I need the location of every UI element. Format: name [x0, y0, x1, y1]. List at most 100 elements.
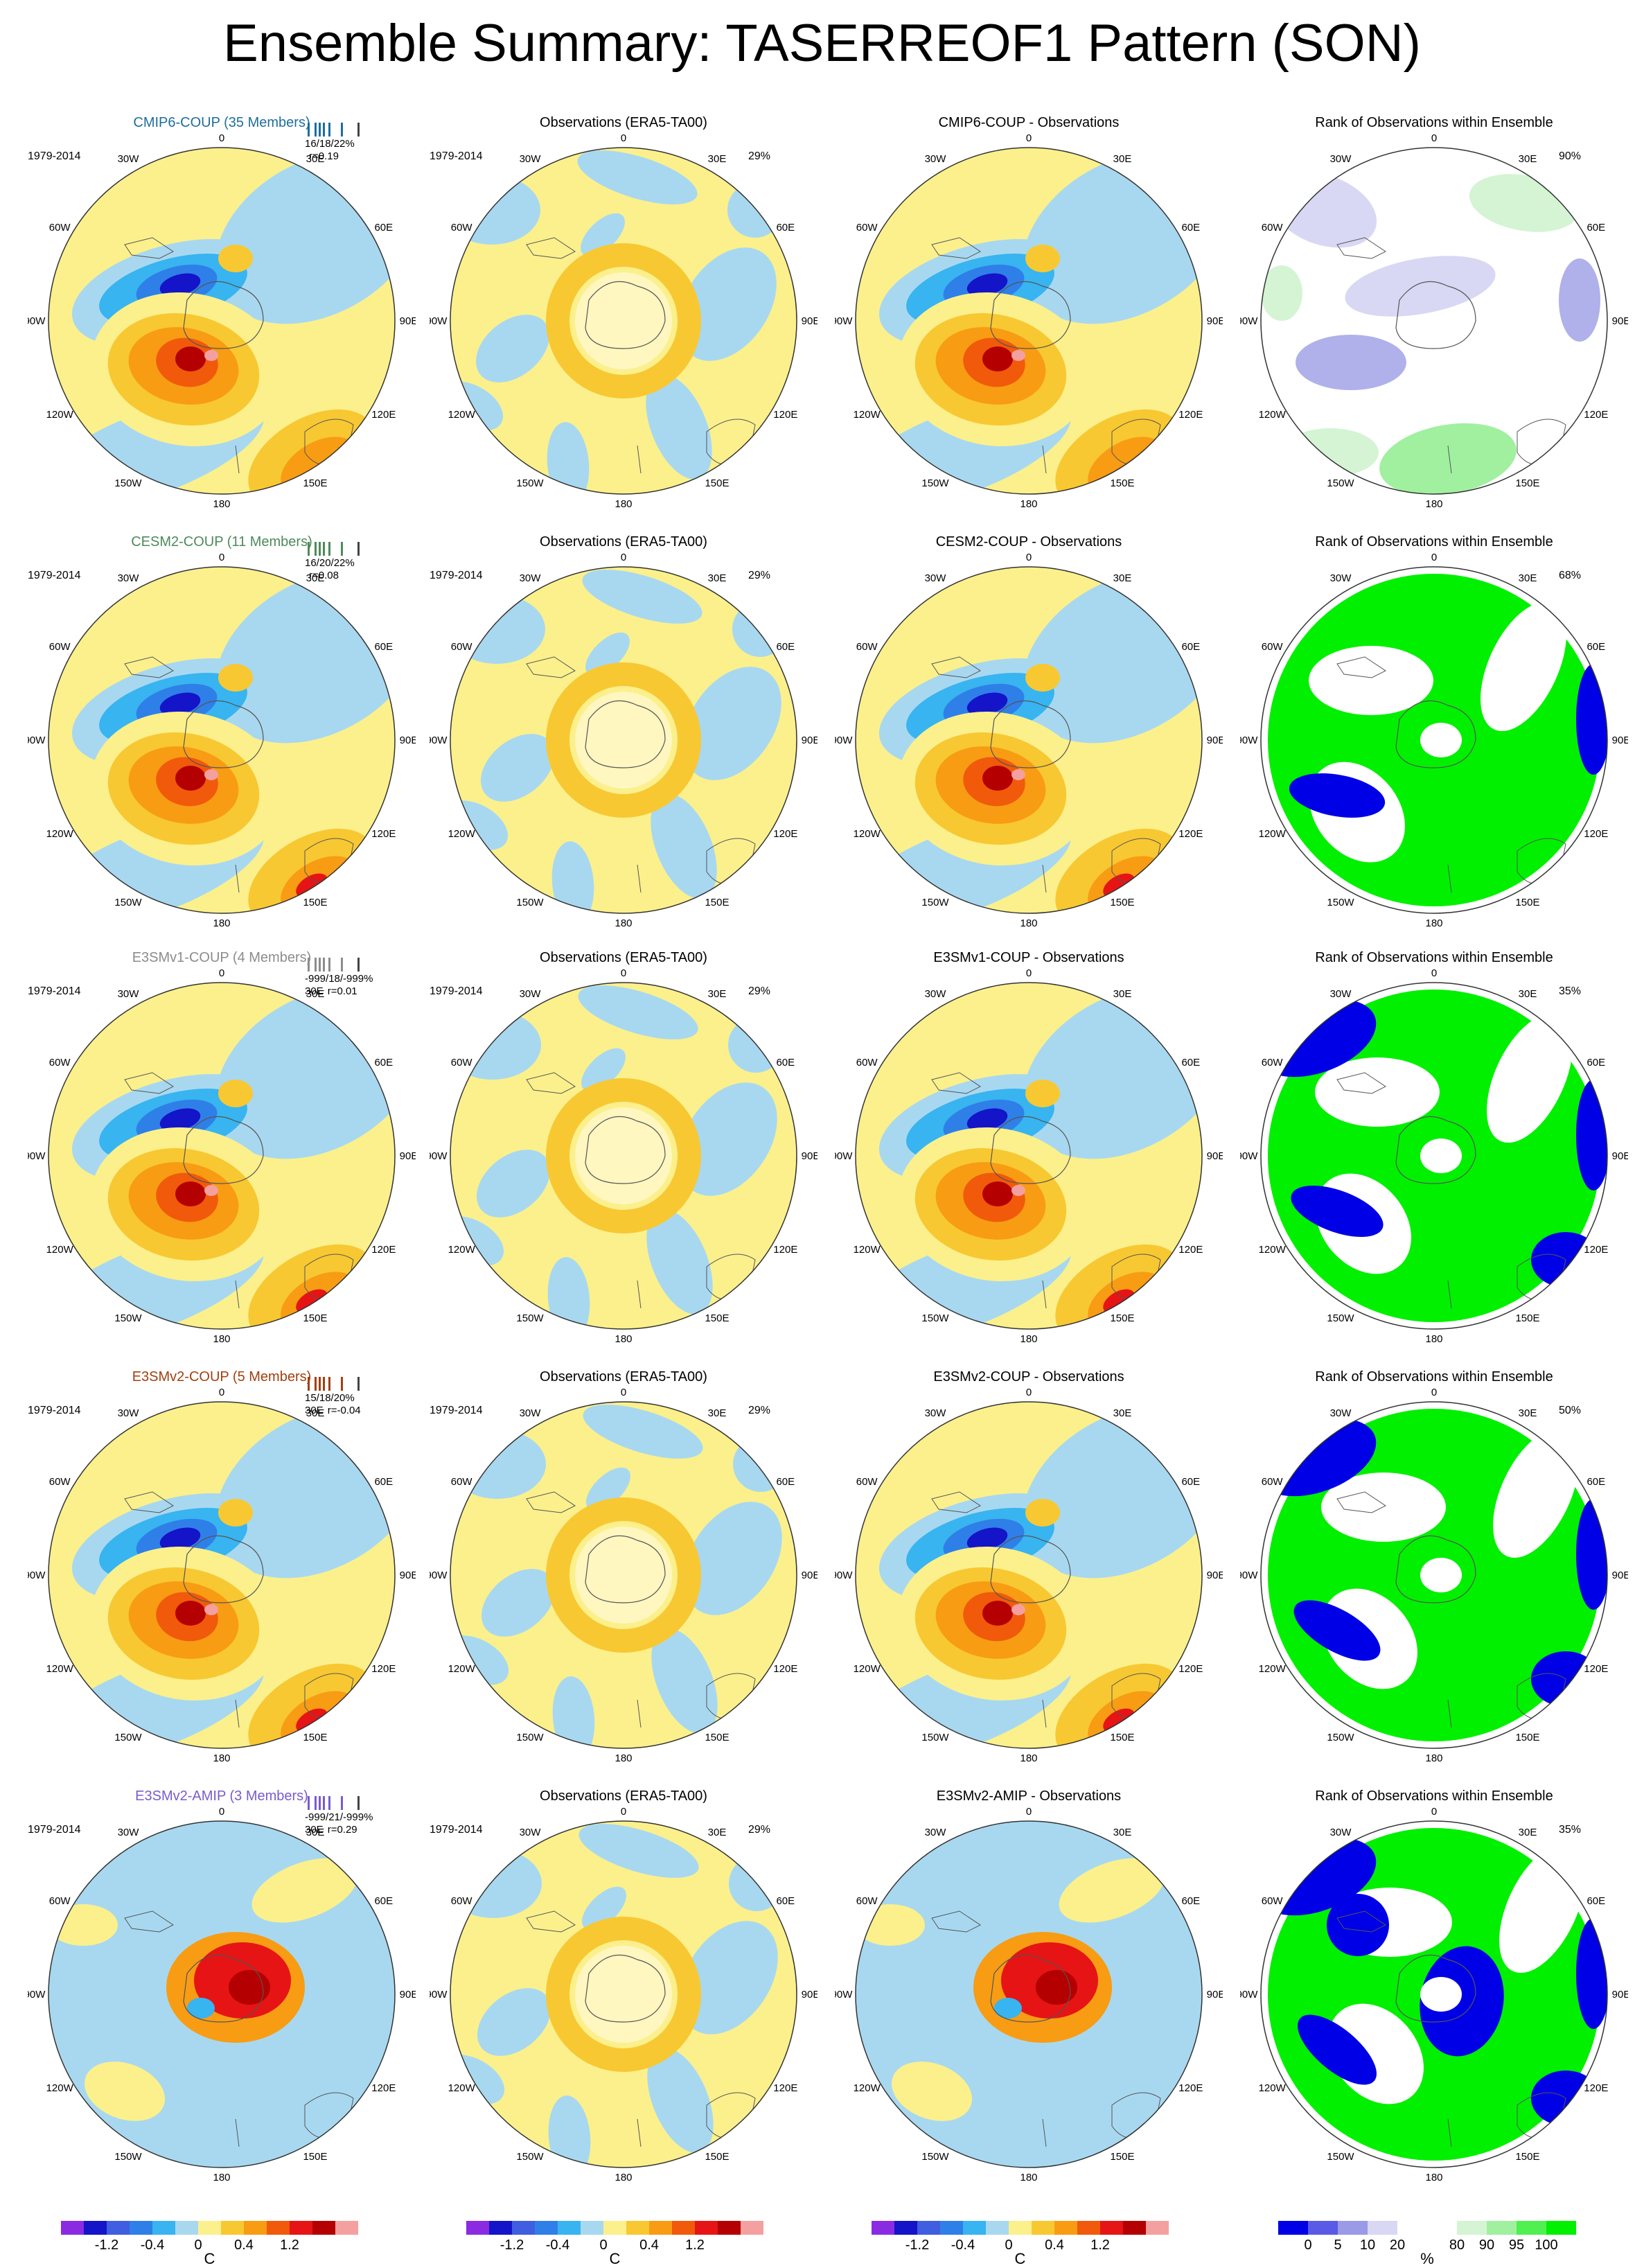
longitude-label: 90E: [1207, 1150, 1223, 1162]
longitude-label: 120E: [1584, 1244, 1608, 1256]
colorbar-cell: [872, 2221, 894, 2235]
longitude-label: 90W: [430, 1570, 448, 1581]
contour-region: [651, 793, 717, 899]
member-tick: [319, 542, 321, 556]
longitude-label: 120E: [1584, 409, 1608, 421]
longitude-label: 90E: [1612, 315, 1628, 327]
colorbar-cell: [1100, 2221, 1123, 2235]
longitude-label: 120E: [1178, 1244, 1203, 1256]
model-panel: E3SMv2-COUP (5 Members) 1979-2014 15/18/20…: [28, 1369, 416, 1784]
panel-title: CMIP6-COUP (35 Members): [133, 115, 310, 130]
longitude-label: 30W: [925, 1827, 947, 1838]
longitude-label: 90W: [835, 315, 853, 327]
map-boundary: [855, 1401, 1203, 1749]
contour-region: [1011, 1604, 1025, 1615]
contour-region: [582, 1886, 626, 1931]
longitude-label: 60W: [49, 641, 71, 653]
longitude-label: 120W: [448, 409, 476, 421]
percent-label: 29%: [748, 1405, 771, 1416]
polar-map: 0 30E 60E 90E 120E 150E 180 150W 120W 90W 60W 30W: [835, 132, 1223, 510]
longitude-label: 0: [219, 967, 224, 979]
polar-map: 0 30E 60E 90E 120E 150E 180 150W 120W 90W 60W 30W: [1240, 552, 1628, 929]
longitude-label: 60W: [856, 641, 878, 653]
longitude-label: 150E: [303, 897, 327, 908]
colorbar-cell: [1123, 2221, 1146, 2235]
longitude-label: 90W: [1240, 1150, 1258, 1162]
member-tick: [308, 542, 310, 556]
member-tick: [308, 958, 310, 972]
longitude-label: 60E: [1586, 222, 1605, 234]
longitude-label: 60W: [451, 1057, 473, 1069]
stats-line-1: 16/20/22%: [305, 557, 355, 569]
longitude-label: 90W: [1240, 1989, 1258, 2001]
panel-title: Rank of Observations within Ensemble: [1315, 115, 1553, 130]
antarctica-coastline: [585, 281, 666, 349]
longitude-label: 150W: [114, 477, 142, 489]
panel-title: E3SMv2-COUP (5 Members): [132, 1369, 312, 1384]
colorbar-cell: [130, 2221, 152, 2235]
stats-line-1: -999/18/-999%: [305, 973, 373, 985]
map-boundary: [48, 982, 396, 1330]
longitude-label: 120W: [1259, 2082, 1287, 2094]
longitude-label: 150W: [921, 1312, 949, 1324]
colorbar-cell: [1457, 2221, 1487, 2235]
orange-ring: [546, 1497, 701, 1653]
colorbar-cell: [741, 2221, 763, 2235]
member-tick: [319, 1377, 321, 1391]
contour-region: [481, 734, 554, 802]
contour-region: [856, 1904, 925, 1946]
rank-panel: Rank of Observations within Ensemble 50% 0…: [1240, 1369, 1628, 1784]
longitude-label: 120W: [46, 1244, 74, 1256]
colorbar-unit: C: [204, 2250, 215, 2267]
orange-ring: [546, 1917, 701, 2072]
longitude-label: 30W: [925, 572, 947, 584]
longitude-label: 30E: [708, 572, 727, 584]
longitude-label: 30W: [925, 153, 947, 165]
contour-region: [1011, 769, 1025, 780]
longitude-label: 180: [213, 2172, 230, 2183]
contour-region: [204, 1604, 218, 1615]
panel-title: Observations (ERA5-TA00): [540, 534, 707, 550]
longitude-label: 150E: [303, 477, 327, 489]
longitude-label: 120E: [1584, 2082, 1608, 2094]
new-zealand-coastline: [637, 445, 642, 474]
south-america-coastline: [124, 237, 174, 259]
longitude-label: 30E: [306, 1827, 325, 1838]
longitude-label: 150E: [705, 1732, 729, 1743]
colorbar-cell: [1032, 2221, 1054, 2235]
longitude-label: 90E: [802, 1150, 817, 1162]
colorbar-tick-label: 20: [1389, 2238, 1406, 2253]
longitude-label: 150W: [921, 2151, 949, 2163]
longitude-label: 0: [1026, 132, 1032, 144]
longitude-label: 150E: [1110, 477, 1134, 489]
longitude-label: 120E: [371, 409, 396, 421]
longitude-label: 30W: [1330, 572, 1352, 584]
contour-region: [982, 1601, 1013, 1626]
longitude-label: 60W: [451, 1895, 473, 1907]
orange-ring: [546, 1078, 701, 1233]
longitude-label: 90W: [430, 735, 448, 746]
member-tick: [323, 1796, 325, 1810]
member-tick: [357, 123, 360, 137]
longitude-label: 120W: [854, 2082, 881, 2094]
contour-region: [229, 1970, 270, 2005]
longitude-label: 180: [1020, 498, 1037, 510]
observation-panel: Observations (ERA5-TA00) 1979-2014 29% 0 30E…: [430, 114, 817, 530]
new-zealand-coastline: [1042, 445, 1047, 474]
longitude-label: 150W: [1327, 897, 1354, 908]
difference-panel: E3SMv1-COUP - Observations 0 30E 60E 90E 120E…: [835, 949, 1223, 1365]
longitude-label: 0: [1026, 1806, 1032, 1818]
colorbar-cell: [512, 2221, 535, 2235]
longitude-label: 150W: [516, 477, 544, 489]
member-tick: [323, 542, 325, 556]
longitude-label: 30W: [118, 572, 140, 584]
longitude-label: 150E: [1515, 1732, 1539, 1743]
member-tick: [328, 1377, 330, 1391]
antarctica-coastline: [1395, 281, 1476, 349]
new-zealand-coastline: [637, 1699, 642, 1728]
new-zealand-coastline: [235, 1699, 240, 1728]
longitude-label: 120E: [371, 2082, 396, 2094]
member-tick: [308, 1377, 310, 1391]
contour-region: [1025, 1499, 1060, 1527]
longitude-label: 90E: [802, 1989, 817, 2001]
